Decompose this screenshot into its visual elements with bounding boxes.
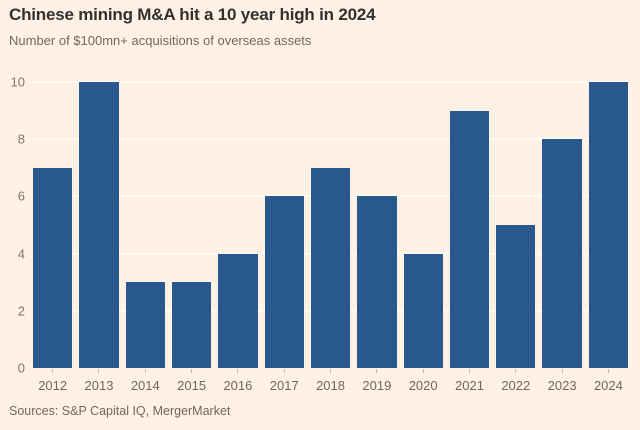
bar-2017 <box>264 196 304 368</box>
x-tick-mark <box>468 369 470 373</box>
source-note: Sources: S&P Capital IQ, MergerMarket <box>9 404 231 418</box>
y-tick-label-6: 6 <box>17 188 25 204</box>
x-tick-mark <box>144 369 146 373</box>
x-tick-mark <box>376 369 378 373</box>
x-tick-label-2014: 2014 <box>130 378 160 393</box>
y-tick-label-10: 10 <box>10 74 25 90</box>
x-slot-2023: 2023 <box>542 368 581 393</box>
x-tick-label-2023: 2023 <box>547 378 577 393</box>
x-tick-label-2022: 2022 <box>501 378 531 393</box>
x-tick-mark <box>330 369 332 373</box>
x-slot-2018: 2018 <box>311 368 350 393</box>
x-tick-mark <box>283 369 285 373</box>
x-tick-label-2020: 2020 <box>408 378 438 393</box>
x-tick-mark <box>422 369 424 373</box>
chart-subtitle: Number of $100mn+ acquisitions of overse… <box>9 33 312 48</box>
x-tick-mark <box>237 369 239 373</box>
y-tick-label-0: 0 <box>17 360 25 376</box>
x-tick-label-2016: 2016 <box>223 378 253 393</box>
bar-series <box>33 82 629 368</box>
x-tick-label-2024: 2024 <box>593 378 623 393</box>
y-tick-label-2: 2 <box>17 303 25 319</box>
gridline-10 <box>33 81 628 83</box>
bar-2016 <box>218 253 258 368</box>
x-slot-2019: 2019 <box>357 368 396 393</box>
bar-2023 <box>542 139 582 368</box>
bar-2018 <box>310 167 351 368</box>
x-tick-label-2018: 2018 <box>316 378 345 393</box>
x-slot-2014: 2014 <box>126 368 165 393</box>
x-tick-mark <box>607 369 609 373</box>
y-tick-label-4: 4 <box>17 246 25 262</box>
x-tick-label-2012: 2012 <box>38 378 68 393</box>
bar-2019 <box>357 196 397 368</box>
chart-title: Chinese mining M&A hit a 10 year high in… <box>9 5 376 24</box>
bar-2022 <box>496 225 536 368</box>
gridline-8 <box>33 138 628 141</box>
x-tick-mark <box>561 369 563 373</box>
bar-2014 <box>125 282 165 368</box>
bar-2015 <box>171 282 212 368</box>
x-slot-2017: 2017 <box>265 368 304 393</box>
x-tick-label-2015: 2015 <box>177 378 207 393</box>
x-tick-mark <box>52 369 54 373</box>
bar-2020 <box>403 253 443 368</box>
y-tick-label-8: 8 <box>17 131 25 147</box>
x-tick-label-2021: 2021 <box>455 378 484 393</box>
x-tick-label-2017: 2017 <box>269 378 299 393</box>
x-slot-2016: 2016 <box>218 368 257 393</box>
x-tick-label-2019: 2019 <box>362 378 392 393</box>
x-tick-mark <box>191 369 193 373</box>
bar-2021 <box>449 110 490 368</box>
x-slot-2013: 2013 <box>79 368 118 393</box>
x-slot-2022: 2022 <box>496 368 535 393</box>
bar-2024 <box>588 82 629 368</box>
x-slot-2015: 2015 <box>172 368 211 393</box>
x-slot-2024: 2024 <box>589 368 628 393</box>
bar-2012 <box>33 167 73 368</box>
x-tick-mark <box>98 369 100 373</box>
x-tick-mark <box>515 369 517 373</box>
x-slot-2021: 2021 <box>450 368 489 393</box>
bar-2013 <box>79 82 119 368</box>
x-axis: 2012 2013 2014 2015 2016 2017 2018 2019 2020 2021… <box>33 368 628 393</box>
x-slot-2012: 2012 <box>33 368 72 393</box>
x-slot-2020: 2020 <box>404 368 443 393</box>
x-tick-label-2013: 2013 <box>84 378 114 393</box>
bar-chart-plot-area: 0 2 4 6 8 10 <box>11 75 629 376</box>
